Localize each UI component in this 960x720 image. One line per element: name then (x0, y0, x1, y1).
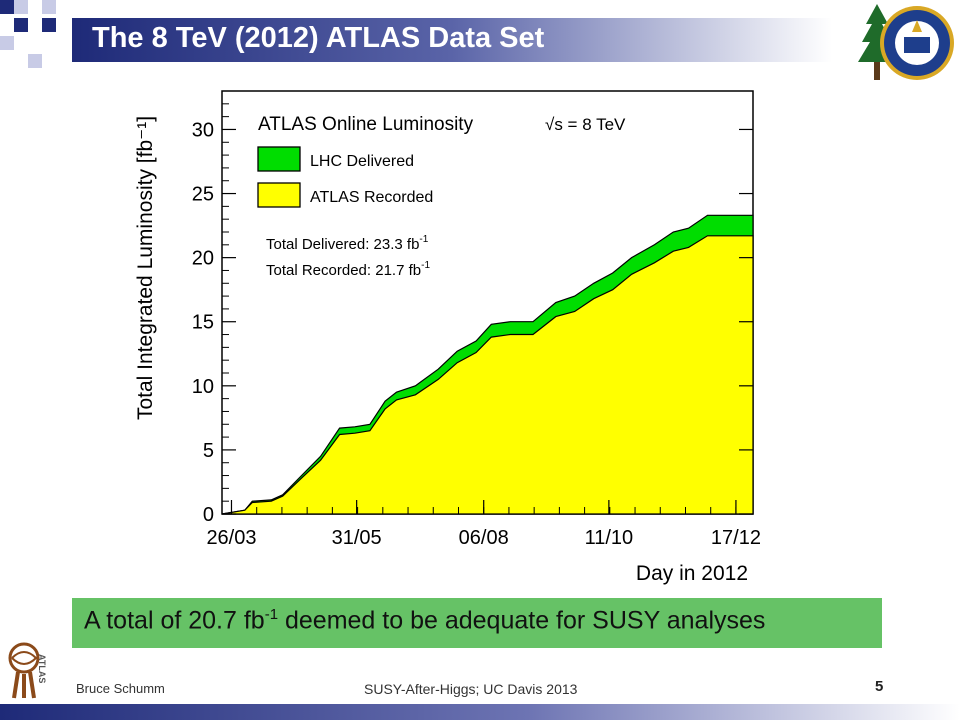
bottom-bar (0, 704, 960, 720)
x-tick-label: 17/12 (711, 527, 761, 549)
slide-title: The 8 TeV (2012) ATLAS Data Set (92, 22, 545, 54)
decor-square (0, 36, 14, 50)
legend-label-delivered: LHC Delivered (310, 153, 414, 170)
title-bar (72, 18, 832, 62)
legend-label-recorded: ATLAS Recorded (310, 189, 433, 206)
author-name: Bruce Schumm (76, 681, 165, 696)
decor-square (42, 18, 56, 32)
x-tick-label: 11/10 (585, 527, 634, 549)
chart-title: ATLAS Online Luminosity (258, 114, 474, 135)
decor-square (0, 0, 14, 14)
y-tick-label: 0 (203, 504, 214, 526)
x-tick-label: 26/03 (206, 527, 256, 549)
y-tick-label: 5 (203, 440, 214, 462)
y-axis-label: Total Integrated Luminosity [fb⁻¹] (134, 116, 157, 420)
y-tick-label: 20 (192, 248, 214, 270)
annotation-recorded: Total Recorded: 21.7 fb-1 (266, 260, 430, 279)
legend-swatch-delivered (257, 146, 301, 172)
page-number: 5 (875, 678, 884, 695)
x-tick-label: 06/08 (459, 527, 509, 549)
decor-square (14, 0, 28, 14)
y-tick-label: 25 (192, 184, 214, 206)
y-tick-label: 10 (192, 376, 214, 398)
note-text: A total of 20.7 fb-1 deemed to be adequa… (84, 606, 766, 635)
energy-label: √s = 8 TeV (545, 115, 626, 134)
luminosity-chart: 0 5 10 15 20 25 30 26/03 31/05 06/08 11/10 17/12 AT… (134, 90, 761, 585)
y-tick-label: 30 (192, 119, 214, 141)
footer-title: SUSY-After-Higgs; UC Davis 2013 (364, 681, 578, 697)
series-area-recorded (221, 235, 754, 515)
university-seal-icon (880, 6, 954, 80)
x-axis-label: Day in 2012 (636, 562, 748, 585)
annotation-delivered: Total Delivered: 23.3 fb-1 (266, 234, 429, 253)
note-box (72, 598, 882, 648)
legend-swatch-recorded (257, 182, 301, 208)
decor-square (42, 0, 56, 14)
y-tick-label: 15 (192, 312, 214, 334)
decor-square (14, 18, 28, 32)
decor-square (28, 54, 42, 68)
atlas-logo-text: ATLAS (37, 654, 47, 683)
x-tick-label: 31/05 (332, 527, 382, 549)
atlas-logo-icon: ATLAS (8, 642, 47, 699)
